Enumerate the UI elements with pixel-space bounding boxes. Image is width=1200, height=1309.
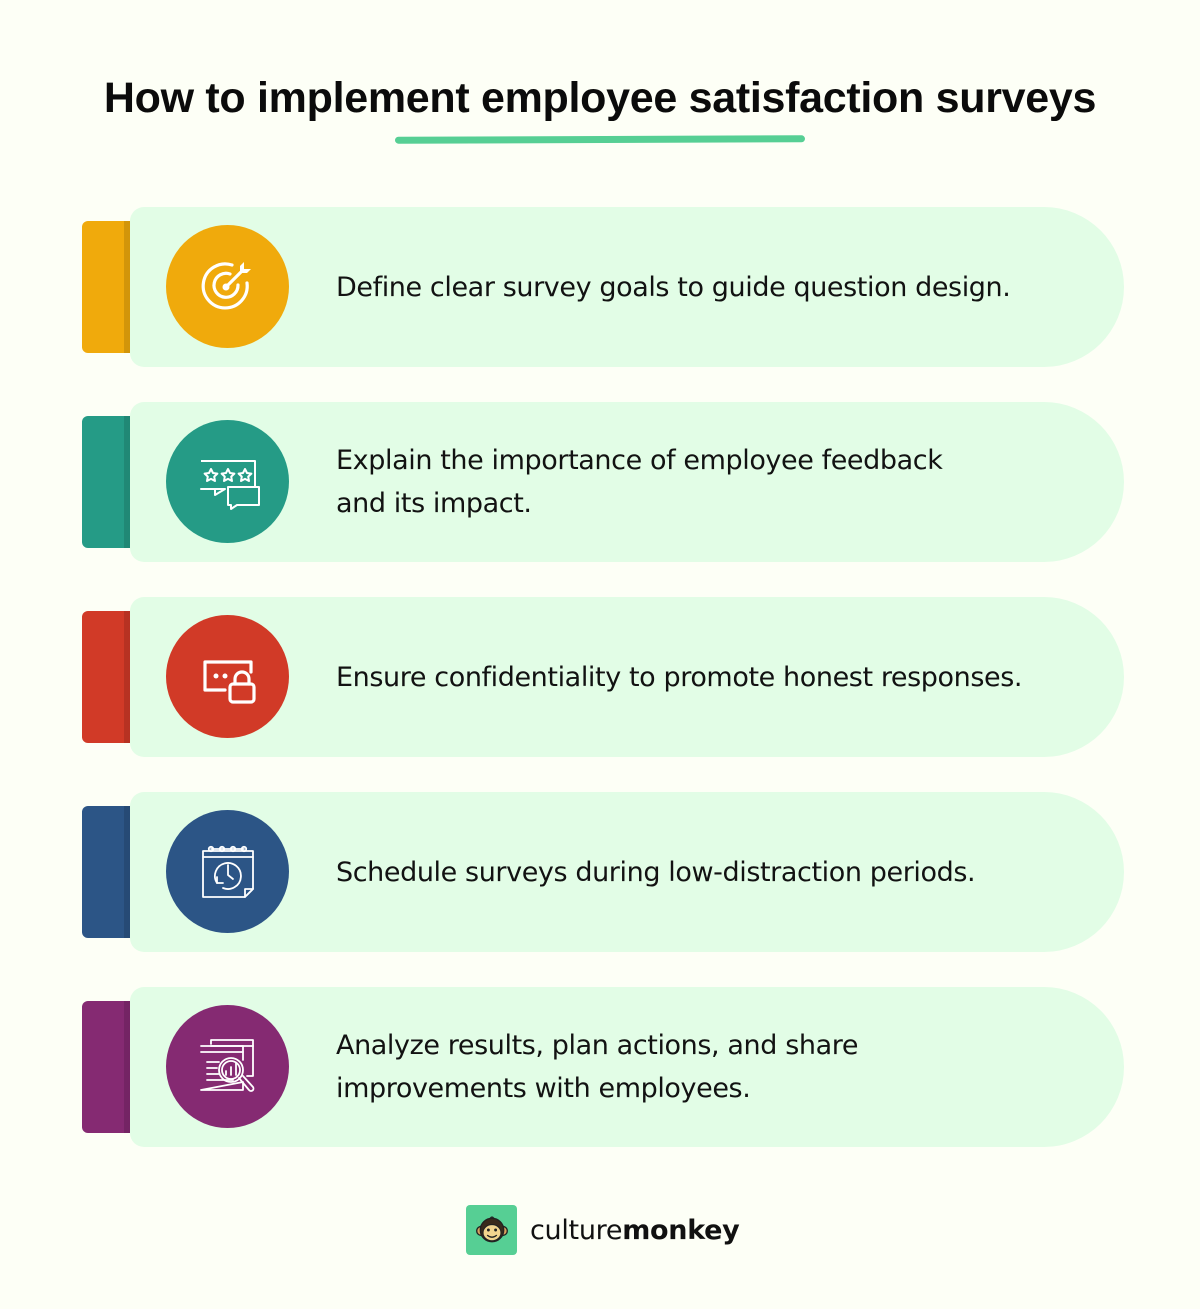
step-card	[130, 402, 1124, 562]
step-text: Analyze results, plan actions, and share…	[336, 1030, 859, 1104]
step-text: Define clear survey goals to guide quest…	[336, 271, 1011, 303]
step-card	[130, 597, 1124, 757]
step-text: Ensure confidentiality to promote honest…	[336, 661, 1023, 693]
step-2: Explain the importance of employee feedb…	[0, 402, 1200, 564]
step-5: Analyze results, plan actions, and share…	[0, 987, 1200, 1149]
step-card	[130, 207, 1124, 367]
step-4: Schedule surveys during low-distraction …	[0, 792, 1200, 954]
brand-name-light: culture	[530, 1214, 623, 1246]
step-icon-circle	[166, 225, 289, 348]
monkey-logo-icon	[466, 1205, 517, 1255]
title-underline	[394, 135, 806, 144]
step-icon-circle	[166, 615, 289, 738]
step-3: Ensure confidentiality to promote honest…	[0, 597, 1200, 759]
rating-feedback-icon	[199, 459, 260, 510]
page-title: How to implement employee satisfaction s…	[103, 74, 1097, 122]
step-card	[130, 987, 1124, 1147]
step-icon-circle	[166, 810, 289, 933]
password-lock-icon	[202, 659, 256, 704]
step-card	[130, 792, 1124, 952]
brand-name: culturemonkey	[530, 1214, 740, 1246]
step-text: Schedule surveys during low-distraction …	[336, 856, 976, 888]
step-1: Define clear survey goals to guide quest…	[0, 207, 1200, 369]
brand-logo: culturemonkey	[466, 1205, 740, 1255]
step-text: Explain the importance of employee feedb…	[336, 445, 943, 519]
step-icon-circle	[166, 1005, 289, 1128]
report-analysis-icon	[199, 1038, 254, 1092]
calendar-clock-icon	[201, 845, 254, 898]
brand-name-bold: monkey	[622, 1214, 740, 1246]
target-icon	[201, 261, 251, 310]
step-icon-circle	[166, 420, 289, 543]
